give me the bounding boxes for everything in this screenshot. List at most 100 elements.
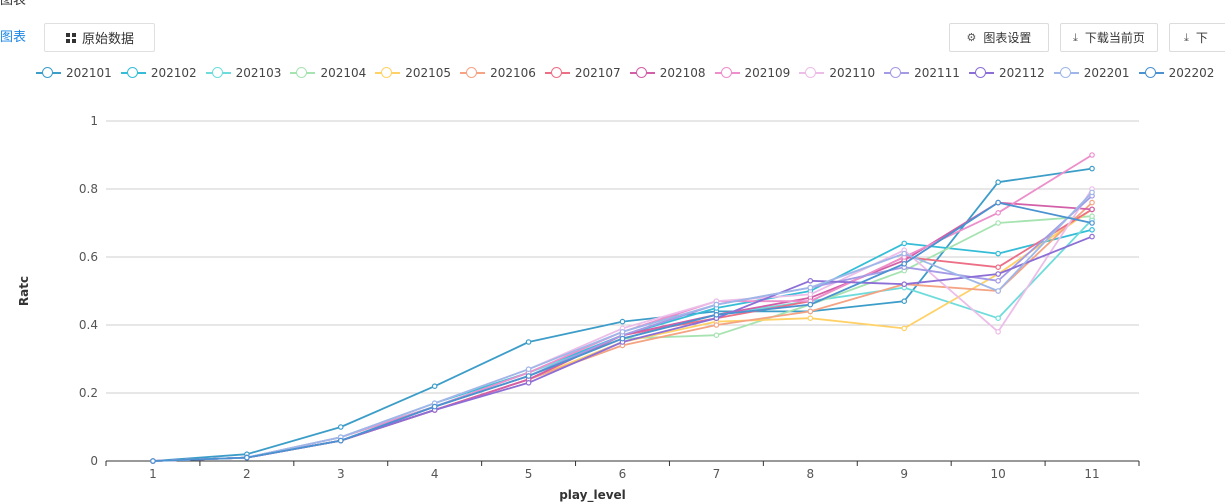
legend-marker-icon xyxy=(460,66,486,80)
data-point[interactable] xyxy=(901,281,908,288)
x-tick-label: 10 xyxy=(990,467,1005,481)
data-point[interactable] xyxy=(995,277,1001,284)
data-point[interactable] xyxy=(525,379,532,386)
legend-item[interactable]: 202107 xyxy=(544,64,621,82)
legend-item[interactable]: 202102 xyxy=(120,64,197,82)
data-point[interactable] xyxy=(807,291,814,298)
data-point[interactable] xyxy=(713,322,720,328)
legend-item[interactable]: 202101 xyxy=(36,64,112,82)
legend-marker-icon xyxy=(544,66,570,80)
gear-icon: ⚙ xyxy=(966,31,977,44)
data-point[interactable] xyxy=(713,311,720,318)
legend-label: 202202 xyxy=(1168,66,1215,80)
download-current-page-button[interactable]: ⤓ 下载当前页 xyxy=(1060,23,1158,52)
legend-item[interactable]: 202110 xyxy=(799,64,875,82)
data-point[interactable] xyxy=(995,220,1001,226)
legend-item[interactable]: 202106 xyxy=(460,64,536,82)
data-point[interactable] xyxy=(1089,213,1095,220)
data-point[interactable] xyxy=(1089,206,1095,213)
legend-label: 202106 xyxy=(490,66,536,80)
data-point[interactable] xyxy=(431,403,438,410)
data-point[interactable] xyxy=(337,437,344,444)
tab-raw-data[interactable]: 原始数据 xyxy=(44,23,156,52)
download-icon: ⤓ xyxy=(1184,30,1189,44)
chart-settings-button[interactable]: ⚙ 图表设置 xyxy=(949,23,1049,52)
data-point[interactable] xyxy=(995,328,1001,335)
data-point[interactable] xyxy=(525,366,532,373)
series-202112 xyxy=(150,233,1095,464)
data-point[interactable] xyxy=(1089,152,1095,158)
x-tick-label: 4 xyxy=(431,467,439,481)
series-line xyxy=(152,154,1093,462)
data-point[interactable] xyxy=(1089,199,1095,206)
data-point[interactable] xyxy=(525,339,532,345)
legend-item[interactable]: 202103 xyxy=(205,64,281,82)
data-point[interactable] xyxy=(901,240,908,247)
x-tick-label: 5 xyxy=(525,467,533,481)
legend-item[interactable]: 202202 xyxy=(1138,64,1215,82)
x-tick-label: 9 xyxy=(900,467,908,481)
data-point[interactable] xyxy=(807,277,814,284)
y-tick-label: 0 xyxy=(90,454,98,468)
data-point[interactable] xyxy=(995,315,1001,322)
data-point[interactable] xyxy=(1089,227,1095,233)
data-point[interactable] xyxy=(995,210,1001,216)
series-202101 xyxy=(150,165,1095,464)
series-line xyxy=(152,235,1093,462)
download-all-button[interactable]: ⤓ 下 xyxy=(1169,23,1225,52)
x-tick-label: 1 xyxy=(149,467,157,481)
legend-item[interactable]: 202112 xyxy=(968,64,1045,82)
data-point[interactable] xyxy=(995,250,1001,257)
x-axis: 1 2 3 4 5 6 7 8 9 10 11 xyxy=(105,460,1140,481)
data-point[interactable] xyxy=(901,325,908,332)
legend-marker-icon xyxy=(205,66,231,80)
data-point[interactable] xyxy=(995,271,1001,277)
legend-item[interactable]: 202108 xyxy=(629,64,706,82)
data-point[interactable] xyxy=(807,284,814,291)
data-point[interactable] xyxy=(244,454,250,461)
chart-grid xyxy=(106,120,1139,394)
y-tick-label: 0.8 xyxy=(79,182,98,196)
series-202109 xyxy=(150,152,1095,464)
legend-item[interactable]: 202104 xyxy=(290,64,366,82)
data-point[interactable] xyxy=(619,335,626,342)
x-tick-label: 2 xyxy=(243,467,251,481)
data-point[interactable] xyxy=(1089,220,1095,226)
data-point[interactable] xyxy=(713,332,720,339)
legend-item[interactable]: 202105 xyxy=(375,64,451,82)
data-point[interactable] xyxy=(807,308,814,315)
data-point[interactable] xyxy=(807,315,814,322)
legend-item[interactable]: 202201 xyxy=(1053,64,1130,82)
series-line xyxy=(152,167,1093,462)
tab-chart[interactable]: 图表 xyxy=(0,30,27,45)
data-point[interactable] xyxy=(713,301,720,308)
data-point[interactable] xyxy=(995,179,1001,186)
legend-marker-icon xyxy=(375,66,401,80)
download-current-page-label: 下载当前页 xyxy=(1084,31,1145,45)
data-point[interactable] xyxy=(901,260,908,267)
data-point[interactable] xyxy=(807,301,814,308)
legend-label: 202111 xyxy=(914,66,960,80)
toolbar: ⚙ 图表设置 ⤓ 下载当前页 ⤓ 下 xyxy=(949,23,1225,52)
data-point[interactable] xyxy=(901,298,908,305)
data-point[interactable] xyxy=(995,264,1001,271)
data-point[interactable] xyxy=(150,458,156,464)
download-all-label: 下 xyxy=(1195,31,1208,45)
data-point[interactable] xyxy=(1089,165,1095,172)
data-point[interactable] xyxy=(995,199,1001,206)
data-point[interactable] xyxy=(619,318,626,325)
download-icon: ⤓ xyxy=(1073,30,1078,44)
data-point[interactable] xyxy=(995,288,1001,294)
series-202202 xyxy=(150,199,1095,464)
data-point[interactable] xyxy=(431,383,438,390)
legend-marker-icon xyxy=(968,66,994,80)
data-point[interactable] xyxy=(337,424,344,430)
legend-item[interactable]: 202109 xyxy=(714,64,790,82)
legend-marker-icon xyxy=(884,66,910,80)
data-point[interactable] xyxy=(619,328,626,335)
data-point[interactable] xyxy=(1089,233,1095,240)
data-point[interactable] xyxy=(1089,189,1095,196)
legend-item[interactable]: 202111 xyxy=(884,64,960,82)
data-point[interactable] xyxy=(525,373,532,379)
data-point[interactable] xyxy=(901,250,908,257)
